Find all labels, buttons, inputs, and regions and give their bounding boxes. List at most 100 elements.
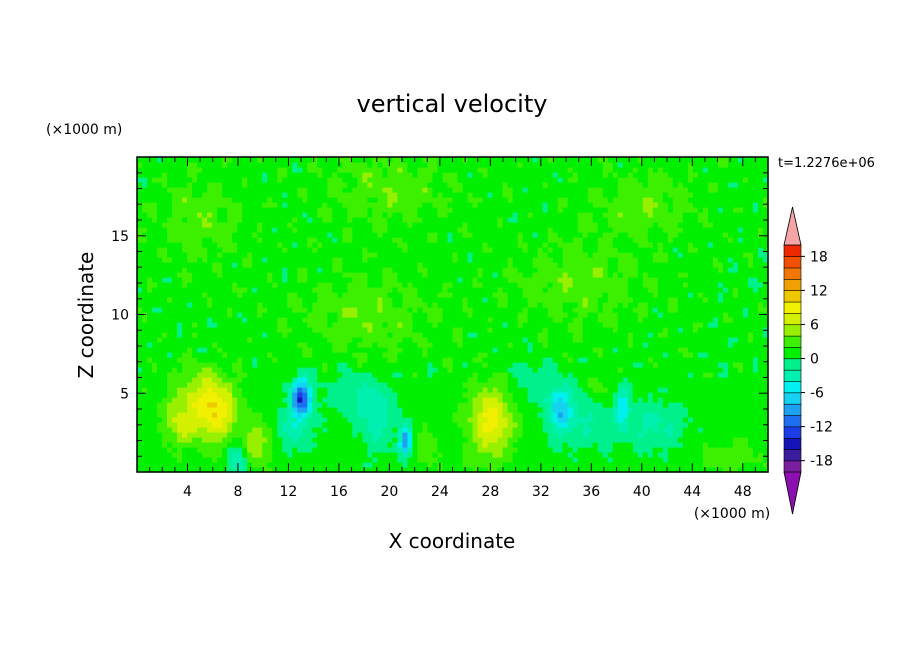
heatmap-cell: [402, 372, 409, 378]
heatmap-cell: [747, 397, 754, 403]
heatmap-cell: [197, 277, 203, 283]
heatmap-cell: [742, 397, 749, 403]
heatmap-cell: [707, 307, 714, 313]
heatmap-cell: [612, 377, 619, 383]
heatmap-cell: [152, 397, 158, 403]
heatmap-cell: [642, 357, 649, 363]
heatmap-cell: [422, 282, 429, 288]
heatmap-cell: [222, 367, 228, 373]
heatmap-cell: [652, 392, 659, 398]
heatmap-cell: [567, 287, 574, 293]
heatmap-cell: [207, 322, 213, 328]
heatmap-cell: [162, 392, 168, 398]
heatmap-cell: [737, 282, 744, 288]
heatmap-cell: [252, 442, 258, 448]
heatmap-cell: [427, 447, 434, 453]
heatmap-cell: [682, 342, 689, 348]
heatmap-cell: [352, 302, 358, 308]
heatmap-cell: [537, 372, 544, 378]
heatmap-cell: [232, 347, 238, 353]
heatmap-cell: [427, 287, 434, 293]
heatmap-cell: [192, 457, 198, 463]
heatmap-cell: [547, 452, 554, 458]
heatmap-cell: [642, 367, 649, 373]
heatmap-cell: [707, 352, 714, 358]
heatmap-cell: [652, 287, 659, 293]
heatmap-cell: [647, 422, 654, 428]
heatmap-cell: [747, 387, 754, 393]
heatmap-cell: [737, 427, 744, 433]
heatmap-cell: [562, 397, 569, 403]
heatmap-cell: [637, 287, 644, 293]
heatmap-cell: [182, 357, 188, 363]
heatmap-cell: [487, 277, 494, 283]
heatmap-cell: [437, 282, 444, 288]
heatmap-cell: [262, 377, 268, 383]
heatmap-cell: [752, 367, 759, 373]
heatmap-cell: [557, 467, 564, 473]
heatmap-cell: [332, 437, 338, 443]
heatmap-cell: [217, 437, 223, 443]
heatmap-cell: [557, 337, 564, 343]
heatmap-cell: [417, 322, 424, 328]
heatmap-cell: [357, 282, 363, 288]
heatmap-cell: [247, 287, 253, 293]
heatmap-cell: [242, 407, 248, 413]
heatmap-cell: [187, 427, 193, 433]
heatmap-cell: [197, 462, 203, 468]
heatmap-cell: [727, 452, 734, 458]
heatmap-cell: [547, 287, 554, 293]
heatmap-cell: [762, 367, 769, 373]
heatmap-cell: [282, 417, 288, 423]
heatmap-cell: [512, 357, 519, 363]
heatmap-cell: [387, 272, 394, 278]
heatmap-cell: [542, 437, 549, 443]
heatmap-cell: [632, 382, 639, 388]
heatmap-cell: [702, 392, 709, 398]
heatmap-cell: [342, 452, 348, 458]
heatmap-cell: [257, 407, 263, 413]
heatmap-cell: [317, 362, 323, 368]
heatmap-cell: [572, 292, 579, 298]
heatmap-cell: [307, 417, 313, 423]
heatmap-cell: [337, 297, 343, 303]
heatmap-cell: [482, 322, 489, 328]
heatmap-cell: [677, 467, 684, 473]
heatmap-cell: [227, 407, 233, 413]
heatmap-cell: [342, 282, 348, 288]
heatmap-cell: [617, 407, 624, 413]
heatmap-cell: [222, 307, 228, 313]
heatmap-cell: [737, 307, 744, 313]
heatmap-cell: [282, 357, 288, 363]
heatmap-cell: [752, 332, 759, 338]
heatmap-cell: [422, 427, 429, 433]
heatmap-cell: [267, 327, 273, 333]
heatmap-cell: [257, 412, 263, 418]
heatmap-cell: [712, 437, 719, 443]
heatmap-cell: [442, 332, 449, 338]
heatmap-cell: [177, 357, 183, 363]
heatmap-cell: [737, 417, 744, 423]
heatmap-cell: [547, 457, 554, 463]
heatmap-cell: [487, 442, 494, 448]
heatmap-cell: [437, 337, 444, 343]
heatmap-cell: [487, 357, 494, 363]
heatmap-cell: [637, 387, 644, 393]
heatmap-cell: [562, 392, 569, 398]
heatmap-cell: [677, 432, 684, 438]
heatmap-cell: [367, 287, 373, 293]
heatmap-cell: [187, 352, 193, 358]
heatmap-cell: [372, 397, 378, 403]
heatmap-cell: [307, 297, 313, 303]
heatmap-cell: [307, 392, 313, 398]
heatmap-cell: [452, 362, 459, 368]
heatmap-cell: [597, 372, 604, 378]
heatmap-cell: [497, 412, 504, 418]
heatmap-cell: [287, 327, 293, 333]
heatmap-cell: [157, 442, 163, 448]
heatmap-cell: [417, 342, 424, 348]
heatmap-cell: [352, 457, 358, 463]
heatmap-cell: [762, 357, 769, 363]
heatmap-cell: [347, 342, 353, 348]
heatmap-cell: [582, 417, 589, 423]
